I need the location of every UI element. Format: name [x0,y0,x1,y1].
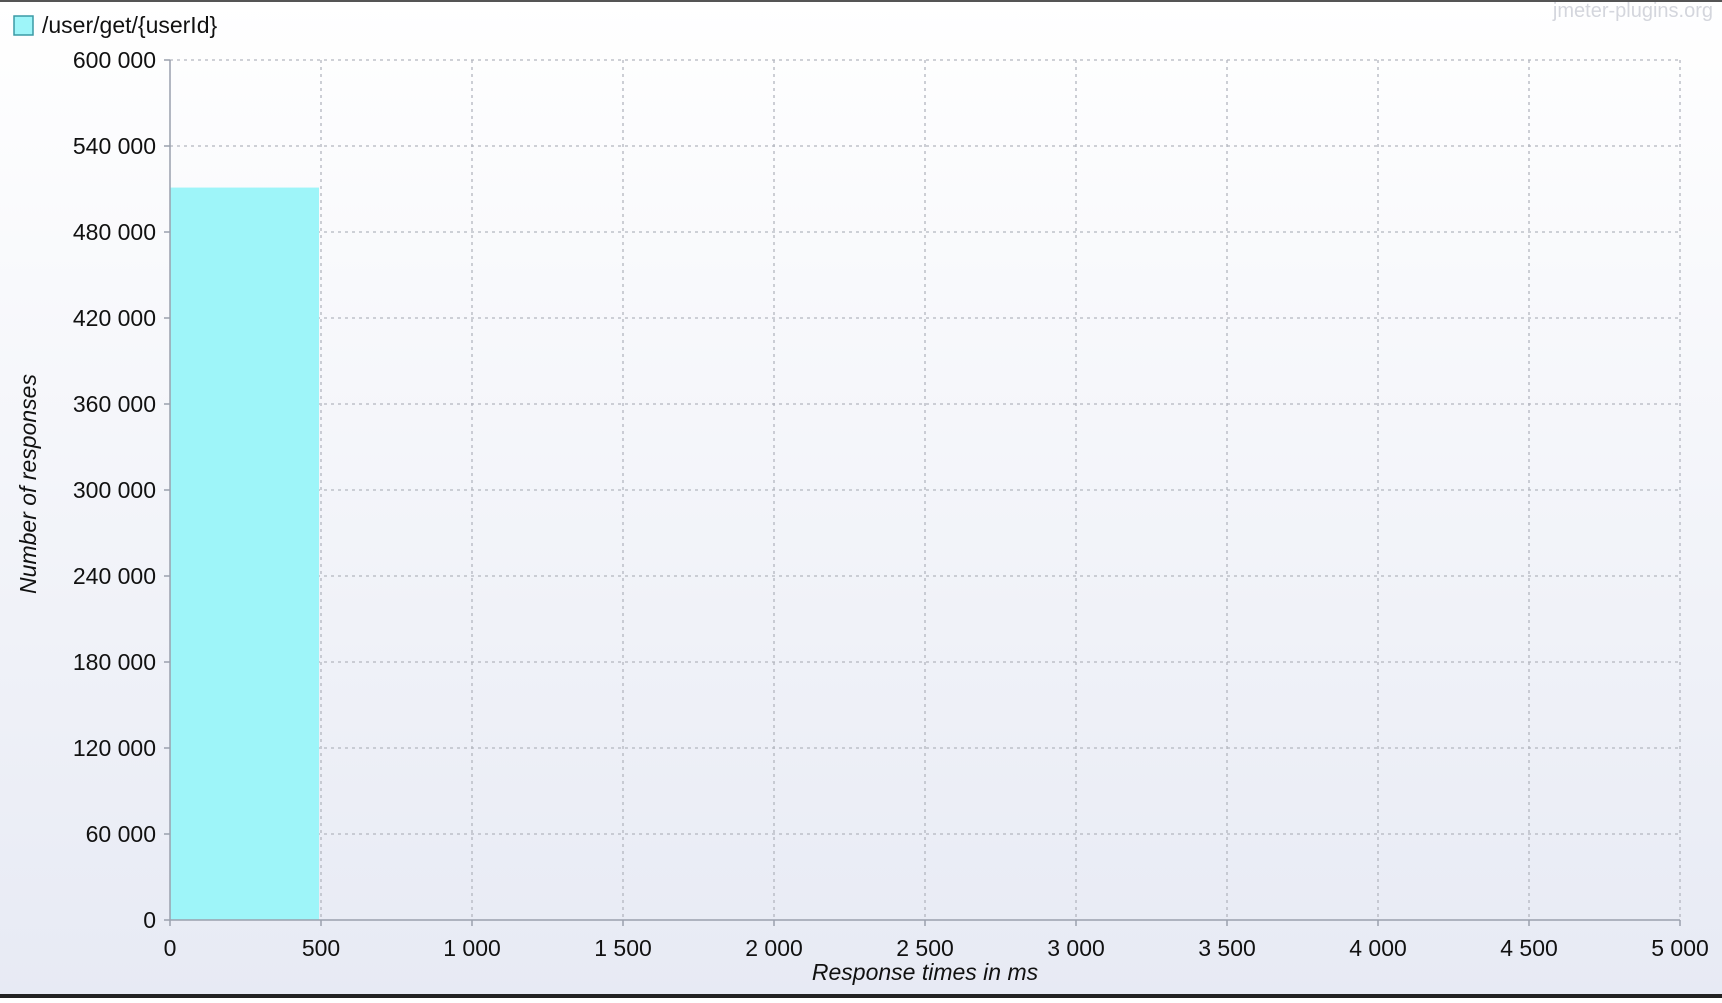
histogram-bar [170,187,319,921]
y-tick-label: 120 000 [73,735,156,761]
x-tick-label: 3 000 [1047,935,1105,961]
y-tick-label: 420 000 [73,305,156,331]
bars [170,187,319,921]
y-tick-label: 540 000 [73,133,156,159]
watermark: jmeter-plugins.org [1552,0,1713,22]
y-axis-label: Number of responses [15,374,41,594]
x-axis-label: Response times in ms [812,959,1039,985]
y-tick-label: 0 [143,907,156,933]
y-tick-label: 180 000 [73,649,156,675]
x-tick-label: 2 000 [745,935,803,961]
x-tick-label: 3 500 [1198,935,1256,961]
y-tick-label: 600 000 [73,47,156,73]
legend: /user/get/{userId} [13,12,217,38]
x-tick-label: 4 000 [1349,935,1407,961]
x-tick-label: 1 000 [443,935,501,961]
x-tick-label: 2 500 [896,935,954,961]
y-tick-label: 480 000 [73,219,156,245]
y-tick-labels: 0 60 000 120 000 180 000 240 000 300 000 360 0… [73,47,156,933]
y-tick-label: 240 000 [73,563,156,589]
x-tick-label: 4 500 [1500,935,1558,961]
legend-swatch [13,15,34,36]
axes [164,59,1681,926]
x-tick-label: 1 500 [594,935,652,961]
grid [170,59,1681,920]
y-tick-label: 360 000 [73,391,156,417]
x-tick-label: 0 [164,935,177,961]
x-tick-label: 500 [302,935,340,961]
x-tick-label: 5 000 [1651,935,1709,961]
x-tick-labels: 0 500 1 000 1 500 2 000 2 500 3 000 3 500 4 000 4… [164,935,1709,961]
y-tick-label: 60 000 [86,821,156,847]
y-tick-label: 300 000 [73,477,156,503]
legend-label: /user/get/{userId} [42,12,217,38]
